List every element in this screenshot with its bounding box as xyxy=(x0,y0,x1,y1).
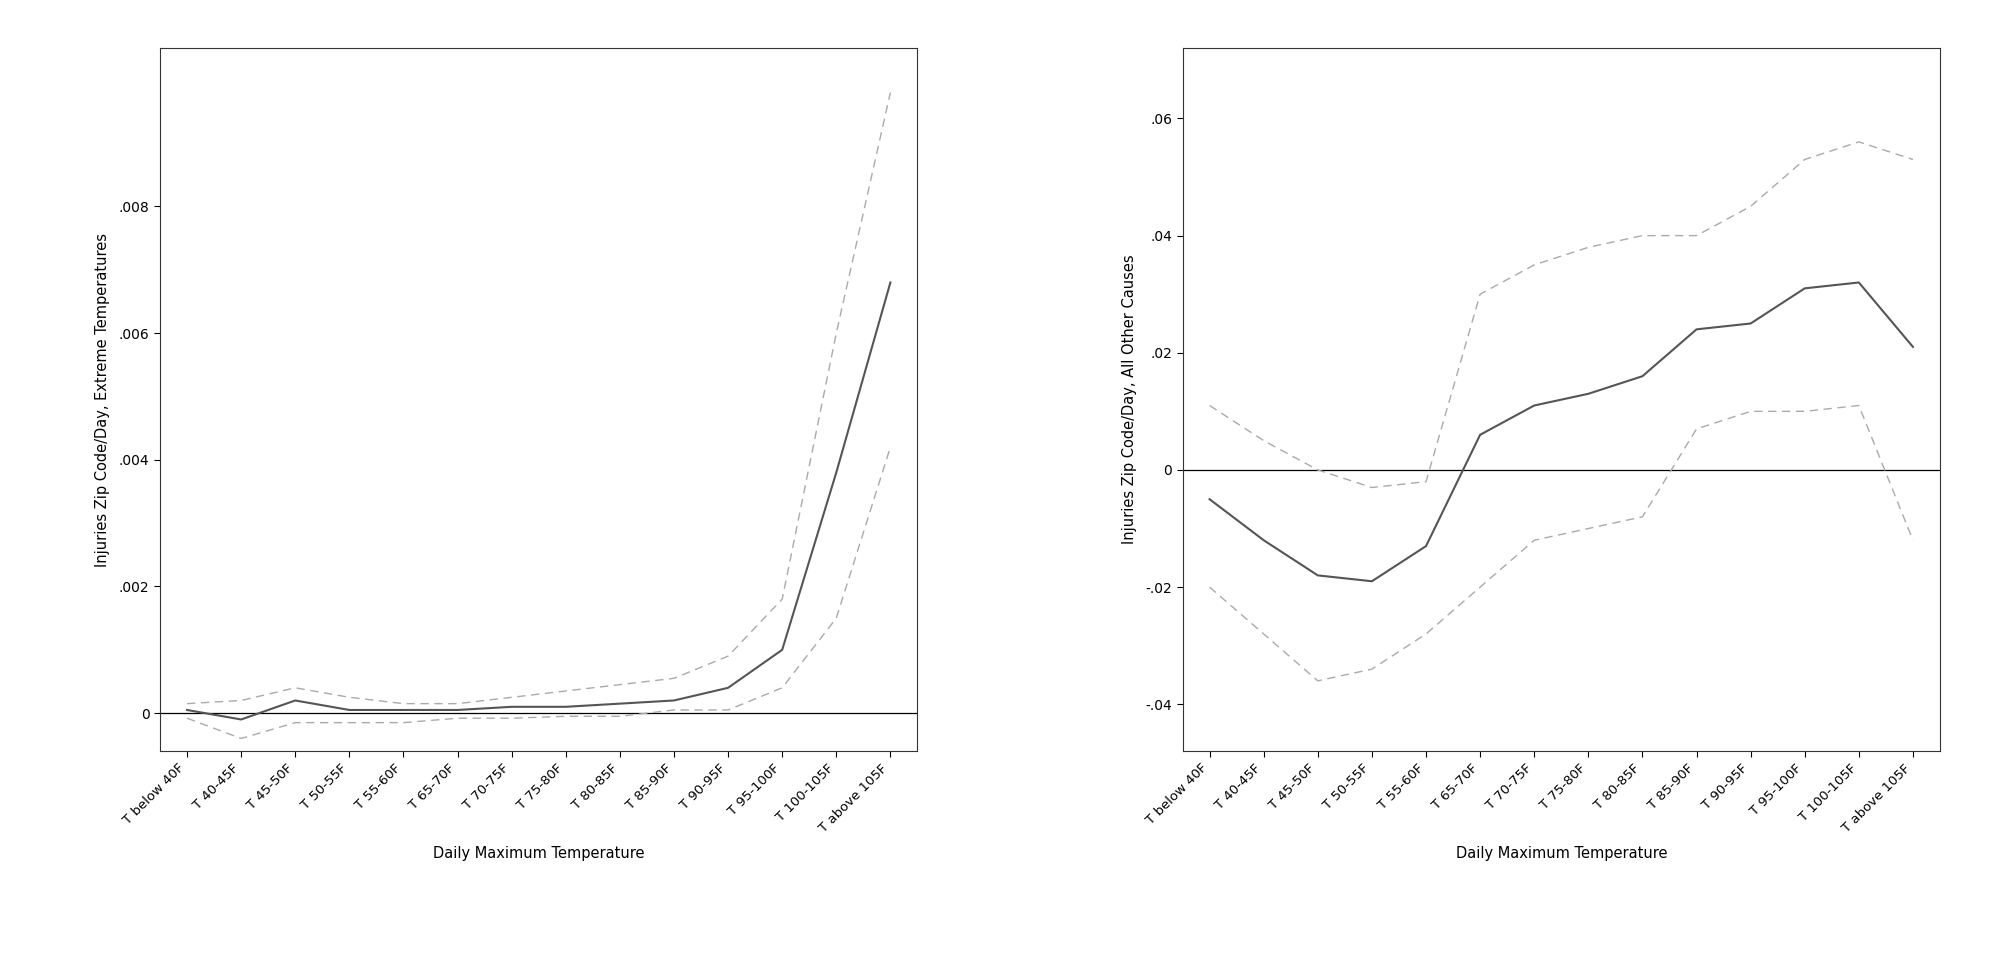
X-axis label: Daily Maximum Temperature: Daily Maximum Temperature xyxy=(432,846,644,861)
X-axis label: Daily Maximum Temperature: Daily Maximum Temperature xyxy=(1456,846,1668,861)
Y-axis label: Injuries Zip Code/Day, Extreme Temperatures: Injuries Zip Code/Day, Extreme Temperatu… xyxy=(96,233,110,566)
Y-axis label: Injuries Zip Code/Day, All Other Causes: Injuries Zip Code/Day, All Other Causes xyxy=(1122,255,1138,544)
